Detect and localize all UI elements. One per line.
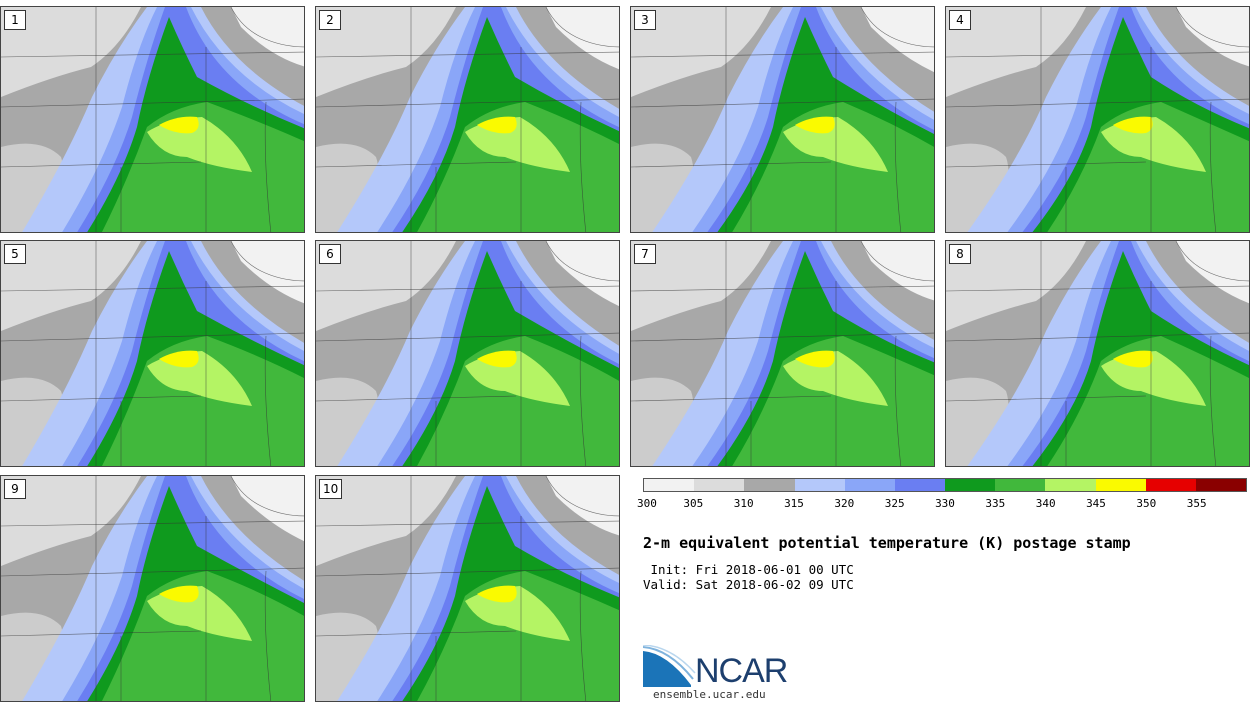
colorbar-tick-label: 315 <box>784 497 804 510</box>
map-field <box>316 241 619 466</box>
colorbar-segment <box>844 479 895 491</box>
colorbar-segment <box>894 479 946 491</box>
colorbar-segment <box>694 479 745 491</box>
map-panel-7: 7 <box>630 240 935 467</box>
map-field <box>1 7 304 232</box>
colorbar-labels: 300 305 310 315 320 325 330 335 340 345 350 355 <box>637 497 1247 513</box>
ncar-logo-icon <box>643 645 696 687</box>
map-field <box>631 7 934 232</box>
map-panel-2: 2 <box>315 6 620 233</box>
panel-number: 8 <box>949 244 971 264</box>
map-field <box>1 241 304 466</box>
colorbar-segment <box>995 479 1046 491</box>
colorbar-segment <box>644 479 695 491</box>
logo-url: ensemble.ucar.edu <box>653 688 766 701</box>
panel-number: 6 <box>319 244 341 264</box>
logo-wordmark: NCAR <box>695 652 788 690</box>
colorbar-segment <box>744 479 795 491</box>
colorbar-tick-label: 350 <box>1136 497 1157 510</box>
colorbar-tick-label: 335 <box>985 497 1006 510</box>
colorbar-tick-label: 320 <box>834 497 855 510</box>
panel-number: 4 <box>949 10 971 30</box>
map-field <box>316 476 619 701</box>
colorbar-segment <box>945 479 996 491</box>
panel-number: 5 <box>4 244 26 264</box>
map-panel-9: 9 <box>0 475 305 702</box>
colorbar-tick-label: 330 <box>935 497 955 510</box>
map-panel-1: 1 <box>0 6 305 233</box>
colorbar-segment <box>1145 479 1196 491</box>
map-panel-5: 5 <box>0 240 305 467</box>
panel-number: 9 <box>4 479 26 499</box>
map-panel-10: 10 <box>315 475 620 702</box>
map-panel-3: 3 <box>630 6 935 233</box>
colorbar-segment <box>1095 479 1146 491</box>
panel-number: 3 <box>634 10 656 30</box>
map-panel-4: 4 <box>945 6 1250 233</box>
colorbar-tick-label: 300 <box>637 497 657 510</box>
map-field <box>946 7 1249 232</box>
init-time: Init: Fri 2018-06-01 00 UTC <box>643 562 854 577</box>
map-field <box>631 241 934 466</box>
colorbar-tick-label: 355 <box>1186 497 1207 510</box>
colorbar-tick-label: 305 <box>683 497 704 510</box>
map-field <box>1 476 304 701</box>
panel-number: 1 <box>4 10 26 30</box>
map-field <box>946 241 1249 466</box>
colorbar-segment <box>1045 479 1096 491</box>
colorbar-segment <box>794 479 845 491</box>
panel-number: 10 <box>319 479 343 499</box>
map-panel-6: 6 <box>315 240 620 467</box>
colorbar-tick-label: 325 <box>884 497 905 510</box>
panel-number: 2 <box>319 10 341 30</box>
colorbar <box>643 478 1247 492</box>
colorbar-tick-label: 340 <box>1035 497 1056 510</box>
plot-title: 2-m equivalent potential temperature (K)… <box>643 534 1131 552</box>
colorbar-segment <box>1195 479 1247 491</box>
map-panel-8: 8 <box>945 240 1250 467</box>
colorbar-tick-label: 310 <box>733 497 754 510</box>
panel-number: 7 <box>634 244 656 264</box>
colorbar-tick-label: 345 <box>1086 497 1106 510</box>
valid-time: Valid: Sat 2018-06-02 09 UTC <box>643 577 854 592</box>
map-field <box>316 7 619 232</box>
